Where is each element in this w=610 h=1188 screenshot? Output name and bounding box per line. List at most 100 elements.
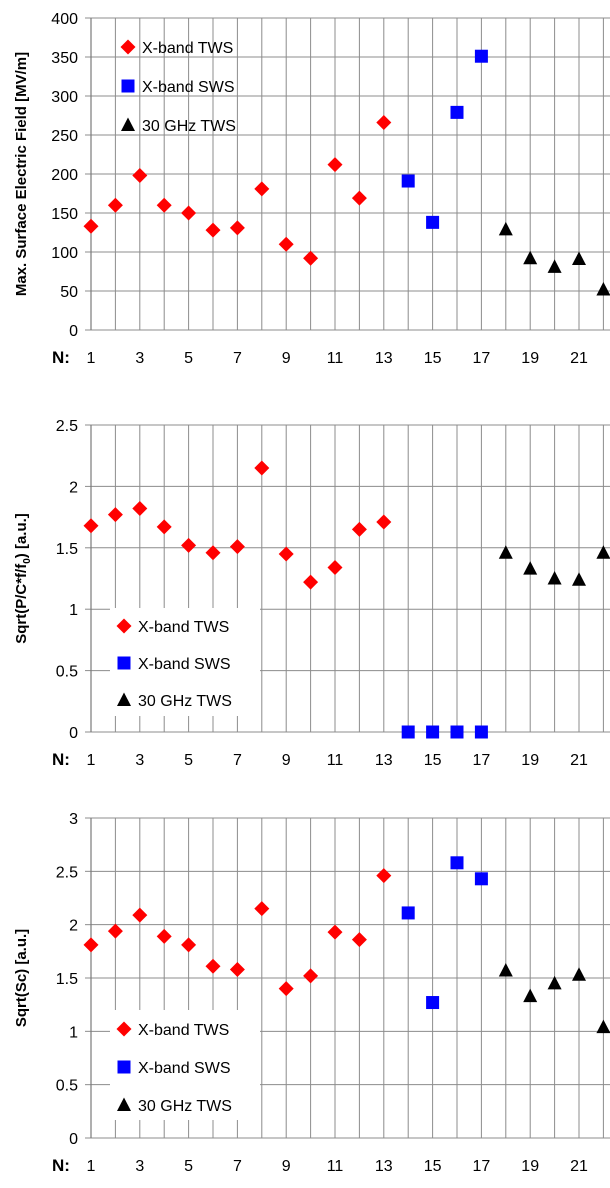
legend: X-band TWS X-band SWS 30 GHz TWS — [110, 1010, 260, 1120]
x-tick-label: 3 — [135, 752, 144, 769]
y-tick-label: 200 — [51, 167, 78, 184]
x-tick-label: 19 — [521, 752, 539, 769]
legend-marker — [117, 692, 131, 706]
x-tick-label: 13 — [375, 752, 393, 769]
legend-marker — [121, 117, 135, 131]
y-tick-label: 350 — [51, 50, 78, 67]
x-tick-label: 1 — [87, 752, 96, 769]
x-tick-label: 21 — [570, 350, 588, 367]
data-point — [474, 872, 488, 886]
legend-marker — [117, 1060, 131, 1074]
data-point — [426, 996, 440, 1010]
data-point — [572, 251, 586, 266]
x-tick-label: 19 — [521, 350, 539, 367]
data-point — [596, 545, 610, 559]
data-point — [426, 725, 440, 739]
data-point — [426, 215, 440, 229]
data-point — [523, 988, 538, 1003]
data-point — [278, 981, 294, 997]
series — [401, 725, 488, 739]
legend-background — [110, 608, 260, 716]
y-tick-label: 0 — [69, 725, 78, 742]
data-point — [596, 1019, 610, 1034]
data-point — [327, 157, 343, 173]
x-tick-label: 7 — [233, 350, 242, 367]
data-point — [132, 907, 148, 923]
y-tick-label: 100 — [51, 245, 78, 262]
data-point — [254, 181, 270, 197]
y-tick-label: 50 — [60, 284, 78, 301]
data-point — [376, 868, 392, 884]
data-point — [572, 572, 586, 586]
x-tick-label: 11 — [327, 752, 344, 769]
x-tick-label: 21 — [570, 752, 588, 769]
x-tick-label: 3 — [135, 1158, 144, 1175]
y-tick-label: 0.5 — [56, 1078, 78, 1095]
y-tick-label: 250 — [51, 128, 78, 145]
data-point — [351, 190, 367, 206]
data-point — [181, 537, 197, 553]
data-point — [254, 901, 270, 917]
x-axis-prefix: N: — [52, 750, 70, 769]
data-point — [547, 571, 562, 585]
legend-label: X-band TWS — [138, 619, 229, 636]
data-point — [523, 561, 538, 575]
data-point — [498, 545, 513, 559]
x-tick-label: 5 — [184, 350, 193, 367]
legend-label: X-band TWS — [138, 1022, 229, 1039]
data-point — [205, 545, 221, 561]
data-point — [401, 906, 415, 920]
y-tick-label: 1.5 — [56, 971, 78, 988]
legend: X-band TWS X-band SWS 30 GHz TWS — [120, 39, 236, 135]
data-point — [572, 967, 586, 981]
data-point — [229, 539, 245, 555]
y-tick-label: 0.5 — [56, 664, 78, 681]
data-point — [450, 725, 464, 739]
data-point — [303, 574, 319, 590]
data-point — [474, 725, 488, 739]
legend: X-band TWS X-band SWS 30 GHz TWS — [110, 608, 260, 716]
data-point — [132, 501, 148, 517]
y-axis-label: Sqrt(Sc) [a.u.] — [13, 929, 30, 1027]
y-axis-label: Sqrt(P/C*f/f0) [a.u.] — [13, 513, 33, 644]
legend-label: X-band TWS — [142, 40, 233, 57]
x-tick-label: 19 — [521, 1158, 539, 1175]
data-point — [401, 174, 415, 188]
data-point — [351, 932, 367, 948]
series — [498, 963, 610, 1034]
x-tick-label: 9 — [282, 752, 291, 769]
y-tick-label: 400 — [51, 11, 78, 28]
data-point — [205, 958, 221, 974]
legend-label: X-band SWS — [142, 79, 234, 96]
data-point — [450, 105, 464, 119]
x-tick-label: 15 — [424, 1158, 442, 1175]
data-point — [254, 460, 270, 476]
x-axis-prefix: N: — [52, 1156, 70, 1175]
data-point — [107, 197, 123, 213]
data-point — [83, 518, 99, 534]
legend-marker — [117, 656, 131, 670]
series — [83, 115, 392, 266]
data-point — [498, 963, 513, 977]
data-point — [450, 856, 464, 870]
data-point — [156, 197, 172, 213]
x-tick-label: 13 — [375, 1158, 393, 1175]
y-tick-label: 0 — [69, 323, 78, 340]
data-point — [278, 236, 294, 252]
legend-marker — [116, 1021, 132, 1037]
y-tick-label: 2 — [69, 479, 78, 496]
y-tick-label: 150 — [51, 206, 78, 223]
y-tick-label: 300 — [51, 89, 78, 106]
data-point — [132, 168, 148, 184]
x-tick-label: 11 — [327, 350, 344, 367]
data-point — [376, 115, 392, 131]
data-point — [83, 937, 99, 953]
x-tick-label: 15 — [424, 752, 442, 769]
x-tick-label: 1 — [87, 350, 96, 367]
y-tick-label: 3 — [69, 811, 78, 828]
x-tick-label: 5 — [184, 752, 193, 769]
data-point — [547, 975, 562, 990]
y-tick-label: 2 — [69, 918, 78, 935]
